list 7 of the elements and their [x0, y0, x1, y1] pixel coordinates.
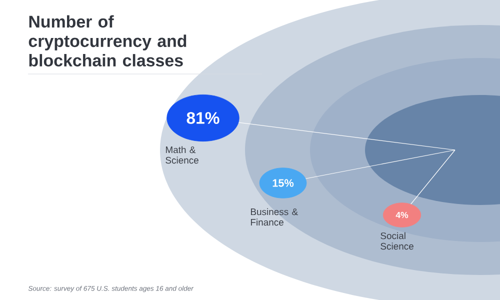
category-label: Social Science: [380, 232, 414, 250]
data-label: 4%: [396, 212, 408, 218]
text: Number of cryptocurrency and blockchain classes: [28, 15, 186, 66]
category-label: Business & Finance: [250, 208, 298, 226]
data-label: 15%: [272, 179, 294, 187]
category-label: Math & Science: [166, 146, 198, 164]
data-label: 81%: [186, 112, 220, 124]
